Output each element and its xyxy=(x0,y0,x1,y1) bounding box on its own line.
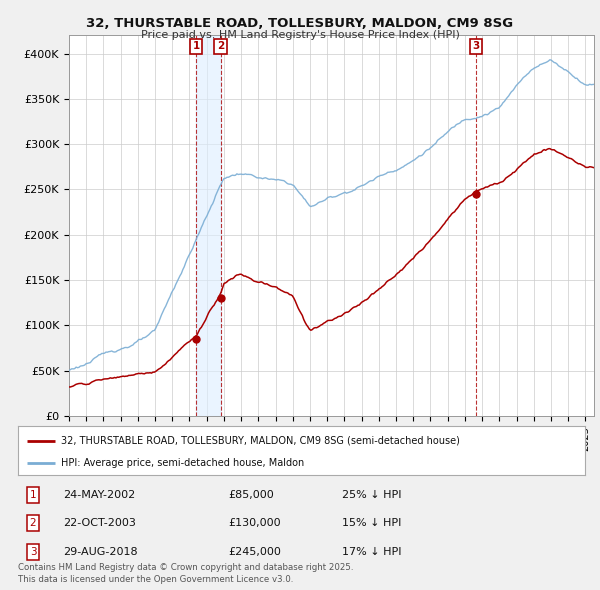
Text: Contains HM Land Registry data © Crown copyright and database right 2025.
This d: Contains HM Land Registry data © Crown c… xyxy=(18,563,353,584)
Text: 17% ↓ HPI: 17% ↓ HPI xyxy=(342,547,401,556)
Text: £130,000: £130,000 xyxy=(228,519,281,528)
Text: £85,000: £85,000 xyxy=(228,490,274,500)
Text: 32, THURSTABLE ROAD, TOLLESBURY, MALDON, CM9 8SG (semi-detached house): 32, THURSTABLE ROAD, TOLLESBURY, MALDON,… xyxy=(61,435,460,445)
Text: £245,000: £245,000 xyxy=(228,547,281,556)
Text: 29-AUG-2018: 29-AUG-2018 xyxy=(63,547,137,556)
Text: 3: 3 xyxy=(473,41,480,51)
Bar xyxy=(196,35,221,416)
Text: 22-OCT-2003: 22-OCT-2003 xyxy=(63,519,136,528)
Text: 15% ↓ HPI: 15% ↓ HPI xyxy=(342,519,401,528)
Text: Price paid vs. HM Land Registry's House Price Index (HPI): Price paid vs. HM Land Registry's House … xyxy=(140,30,460,40)
Text: 1: 1 xyxy=(29,490,37,500)
Text: 24-MAY-2002: 24-MAY-2002 xyxy=(63,490,135,500)
Text: 25% ↓ HPI: 25% ↓ HPI xyxy=(342,490,401,500)
Text: 32, THURSTABLE ROAD, TOLLESBURY, MALDON, CM9 8SG: 32, THURSTABLE ROAD, TOLLESBURY, MALDON,… xyxy=(86,17,514,30)
Text: 1: 1 xyxy=(193,41,200,51)
Text: 2: 2 xyxy=(217,41,224,51)
Text: HPI: Average price, semi-detached house, Maldon: HPI: Average price, semi-detached house,… xyxy=(61,458,304,468)
Text: 2: 2 xyxy=(29,519,37,528)
Text: 3: 3 xyxy=(29,547,37,556)
